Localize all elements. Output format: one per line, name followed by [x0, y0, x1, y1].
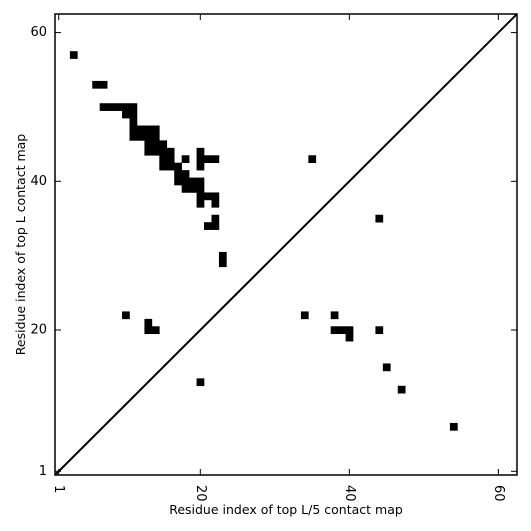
- y-tick-label: 1: [39, 464, 47, 479]
- contact-cell-top-l: [151, 132, 160, 141]
- contact-cell-top-l: [189, 177, 197, 186]
- contact-cell-top-l5: [338, 326, 346, 335]
- contact-cell-top-l: [174, 162, 182, 171]
- contact-cell-top-l: [218, 259, 227, 268]
- contact-cell-top-l5: [308, 155, 317, 164]
- contact-cell-top-l: [204, 222, 212, 230]
- contact-cell-top-l: [174, 170, 182, 178]
- contact-cell-top-l: [159, 162, 168, 171]
- contact-cell-top-l: [129, 132, 138, 141]
- contact-cells: [69, 51, 458, 431]
- y-tick-label: 60: [30, 25, 47, 40]
- y-tick-label: 20: [30, 323, 47, 338]
- contact-cell-top-l: [144, 140, 153, 149]
- contact-cell-top-l: [159, 140, 168, 149]
- contact-cell-top-l: [218, 251, 227, 260]
- contact-cell-top-l5: [144, 326, 153, 335]
- contact-cell-top-l: [69, 51, 78, 59]
- contact-cell-top-l: [114, 103, 123, 111]
- contact-cell-top-l: [129, 125, 138, 134]
- contact-cell-top-l: [196, 177, 205, 186]
- contact-cell-top-l: [129, 118, 138, 126]
- contact-cell-top-l: [211, 199, 220, 208]
- contact-cell-top-l: [196, 192, 205, 201]
- x-tick-label: 20: [193, 485, 208, 502]
- contact-cell-top-l: [144, 132, 153, 141]
- contact-cell-top-l: [107, 103, 115, 111]
- y-tick-label: 40: [30, 174, 47, 189]
- diagonal-line: [54, 13, 518, 476]
- contact-cell-top-l5: [375, 326, 384, 335]
- contact-cell-top-l: [181, 155, 190, 164]
- x-tick-label: 60: [491, 485, 506, 502]
- contact-cell-top-l: [144, 147, 153, 156]
- contact-cell-top-l5: [196, 378, 205, 387]
- contact-cell-top-l5: [300, 311, 309, 320]
- contact-cell-top-l: [99, 80, 108, 89]
- contact-cell-top-l: [204, 155, 212, 164]
- contact-cell-top-l: [181, 170, 190, 178]
- contact-cell-top-l: [211, 192, 220, 201]
- contact-cell-top-l: [181, 185, 190, 193]
- contact-cell-top-l: [136, 125, 145, 134]
- contact-cell-top-l5: [330, 326, 339, 335]
- contact-cell-top-l5: [397, 385, 406, 394]
- contact-cell-top-l: [136, 132, 145, 141]
- contact-cell-top-l: [159, 147, 168, 156]
- contact-cell-top-l: [189, 185, 197, 193]
- contact-cell-top-l: [196, 199, 205, 208]
- contact-cell-top-l: [92, 80, 101, 89]
- contact-cell-top-l: [151, 125, 160, 134]
- contact-cell-top-l: [151, 140, 160, 149]
- y-axis-label: Residue index of top L contact map: [13, 134, 28, 355]
- contact-cell-top-l: [204, 192, 212, 201]
- contact-cell-top-l: [211, 214, 220, 223]
- contact-cell-top-l5: [375, 214, 384, 223]
- diagonal-line-group: [54, 13, 518, 476]
- contact-cell-top-l: [181, 177, 190, 186]
- axis-ticks: 1 20 40 60 1 20 40 60: [30, 14, 517, 502]
- contact-cell-top-l: [211, 155, 220, 164]
- contact-cell-top-l: [174, 177, 182, 186]
- contact-cell-top-l5: [144, 318, 153, 327]
- contact-cell-top-l5: [330, 311, 339, 320]
- contact-cell-top-l: [151, 147, 160, 156]
- contact-cell-top-l5: [345, 326, 354, 335]
- x-tick-label: 1: [51, 485, 66, 493]
- contact-cell-top-l: [122, 110, 130, 119]
- contact-cell-top-l: [166, 147, 175, 156]
- contact-cell-top-l: [196, 147, 205, 156]
- contact-cell-top-l: [196, 162, 205, 171]
- contact-cell-top-l: [129, 110, 138, 119]
- contact-cell-top-l: [196, 155, 205, 164]
- contact-cell-top-l: [159, 155, 168, 164]
- contact-cell-top-l5: [345, 333, 354, 342]
- contact-cell-top-l: [196, 185, 205, 193]
- contact-cell-top-l5: [382, 363, 391, 372]
- contact-cell-top-l: [166, 155, 175, 164]
- contact-cell-top-l5: [151, 326, 160, 335]
- contact-cell-top-l5: [122, 311, 130, 320]
- contact-cell-top-l: [166, 162, 175, 171]
- plot-frame: [54, 13, 518, 476]
- contact-cell-top-l: [144, 125, 153, 134]
- contact-cell-top-l: [211, 222, 220, 230]
- contact-cell-top-l: [99, 103, 108, 111]
- x-axis-label: Residue index of top L/5 contact map: [169, 502, 403, 517]
- x-tick-label: 40: [342, 485, 357, 502]
- contact-cell-top-l: [122, 103, 130, 111]
- contact-cell-top-l: [129, 103, 138, 111]
- contact-cell-top-l5: [449, 422, 458, 431]
